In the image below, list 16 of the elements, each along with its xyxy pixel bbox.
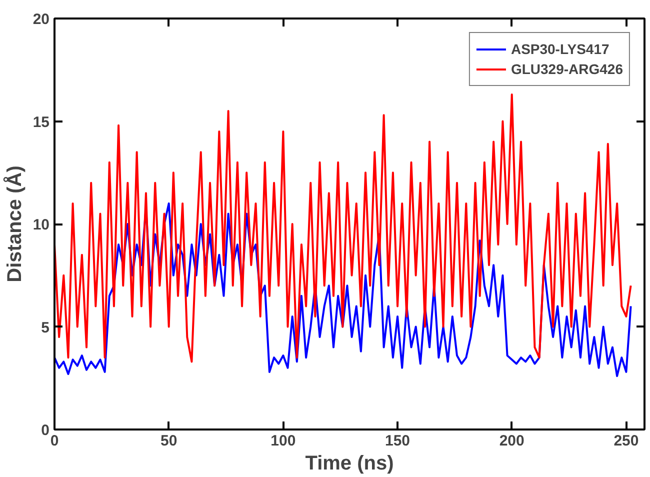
y-tick-label: 15 bbox=[32, 114, 50, 131]
x-axis-title: Time (ns) bbox=[305, 452, 394, 474]
x-tick-label: 50 bbox=[160, 432, 178, 450]
x-tick-label: 100 bbox=[270, 432, 296, 450]
y-axis-title: Distance (Å) bbox=[2, 166, 26, 282]
y-tick-label: 5 bbox=[41, 319, 50, 336]
line-series bbox=[54, 202, 632, 378]
y-tick-label: 0 bbox=[41, 422, 50, 439]
x-tick-label: 200 bbox=[499, 432, 524, 450]
x-tick-label: 250 bbox=[614, 432, 639, 450]
legend-label: GLU329-ARG426 bbox=[510, 61, 623, 77]
legend-label: ASP30-LYS417 bbox=[510, 41, 610, 57]
x-tick-label: 150 bbox=[385, 432, 410, 450]
y-tick-label: 10 bbox=[32, 216, 50, 234]
y-tick-label: 20 bbox=[32, 11, 50, 28]
line-series bbox=[54, 94, 632, 363]
